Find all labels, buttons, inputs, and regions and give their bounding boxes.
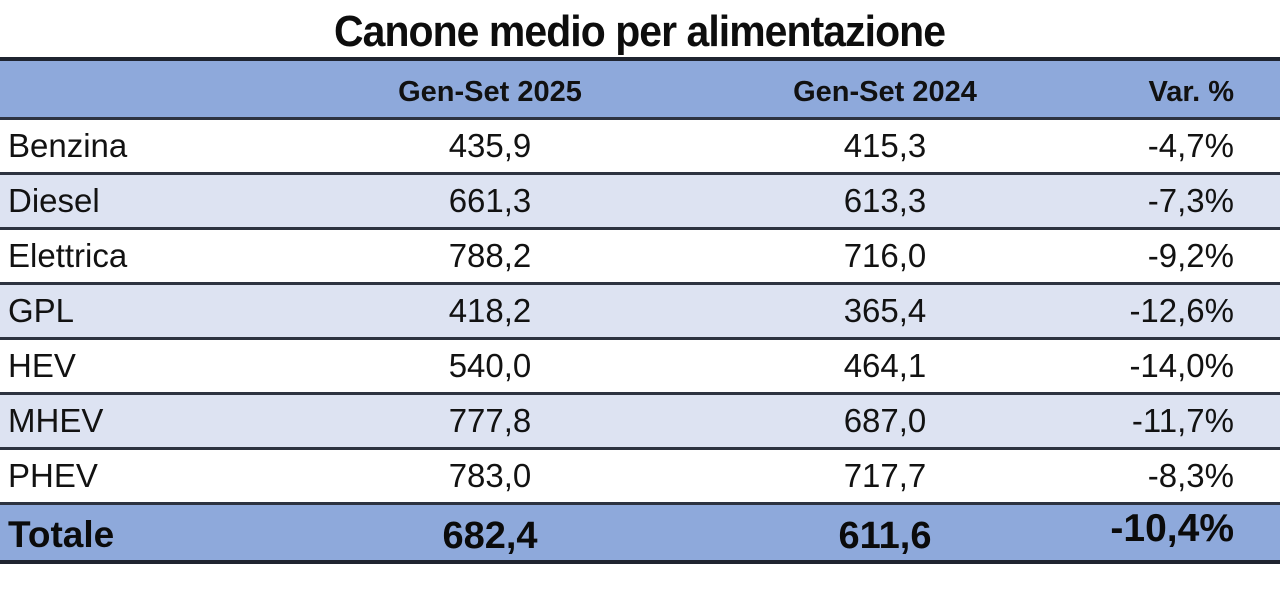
row-2025-cell: 435,9: [448, 126, 532, 164]
row-label-cell: Benzina: [8, 126, 128, 164]
row-2025-cell: 788,2: [448, 236, 532, 274]
row-2025-cell: 783,0: [448, 456, 532, 494]
page-title: Canone medio per alimentazione: [334, 6, 946, 56]
row-var-cell: -12,6%: [1129, 291, 1234, 329]
row-2024-cell: 464,1: [843, 346, 927, 384]
row-2025-cell: 661,3: [448, 181, 532, 219]
table-body: Benzina 435,9 415,3 -4,7% Diesel 661,3 6…: [0, 118, 1280, 503]
row-2024-cell: 415,3: [843, 126, 927, 164]
row-2025-cell: 540,0: [448, 346, 532, 384]
row-2024-cell: 717,7: [843, 456, 927, 494]
row-label-cell: MHEV: [8, 401, 104, 439]
row-var-cell: -4,7%: [1147, 126, 1234, 164]
row-2024-cell: 716,0: [843, 236, 927, 274]
row-label-cell: Diesel: [8, 181, 100, 219]
header-gen-set-2025: Gen-Set 2025: [398, 76, 582, 109]
row-var-cell: -9,2%: [1147, 236, 1234, 274]
header-var-percent: Var. %: [1148, 76, 1234, 109]
row-label-cell: Elettrica: [8, 236, 128, 274]
total-row: Totale 682,4 611,6 -10,4%: [0, 503, 1280, 562]
header-row: Gen-Set 2025 Gen-Set 2024 Var. %: [0, 59, 1280, 118]
row-2025-cell: 418,2: [448, 291, 532, 329]
table-row: HEV 540,0 464,1 -14,0%: [0, 338, 1280, 393]
total-label-cell: Totale: [8, 514, 115, 556]
table-row: Elettrica 788,2 716,0 -9,2%: [0, 228, 1280, 283]
row-2024-cell: 365,4: [843, 291, 927, 329]
table-row: MHEV 777,8 687,0 -11,7%: [0, 393, 1280, 448]
canone-table: Gen-Set 2025 Gen-Set 2024 Var. % Benzina…: [0, 57, 1280, 564]
table-row: PHEV 783,0 717,7 -8,3%: [0, 448, 1280, 503]
row-2024-cell: 687,0: [843, 401, 927, 439]
title-bar: Canone medio per alimentazione: [0, 0, 1280, 57]
table-row: Benzina 435,9 415,3 -4,7%: [0, 118, 1280, 173]
table-footer: Totale 682,4 611,6 -10,4%: [0, 503, 1280, 562]
row-2025-cell: 777,8: [448, 401, 532, 439]
row-label-cell: GPL: [8, 291, 75, 329]
table-row: Diesel 661,3 613,3 -7,3%: [0, 173, 1280, 228]
total-2024-cell: 611,6: [838, 515, 932, 557]
row-var-cell: -14,0%: [1129, 346, 1234, 384]
header-blank-cell: [0, 59, 295, 118]
row-2024-cell: 613,3: [843, 181, 927, 219]
row-label-cell: HEV: [8, 346, 76, 384]
row-var-cell: -7,3%: [1147, 181, 1234, 219]
total-var-cell: -10,4%: [1110, 506, 1234, 550]
header-gen-set-2024: Gen-Set 2024: [793, 76, 977, 109]
total-2025-cell: 682,4: [442, 515, 538, 557]
row-label-cell: PHEV: [8, 456, 98, 494]
table-header: Gen-Set 2025 Gen-Set 2024 Var. %: [0, 59, 1280, 118]
row-var-cell: -11,7%: [1131, 401, 1234, 439]
table-row: GPL 418,2 365,4 -12,6%: [0, 283, 1280, 338]
row-var-cell: -8,3%: [1147, 456, 1234, 494]
